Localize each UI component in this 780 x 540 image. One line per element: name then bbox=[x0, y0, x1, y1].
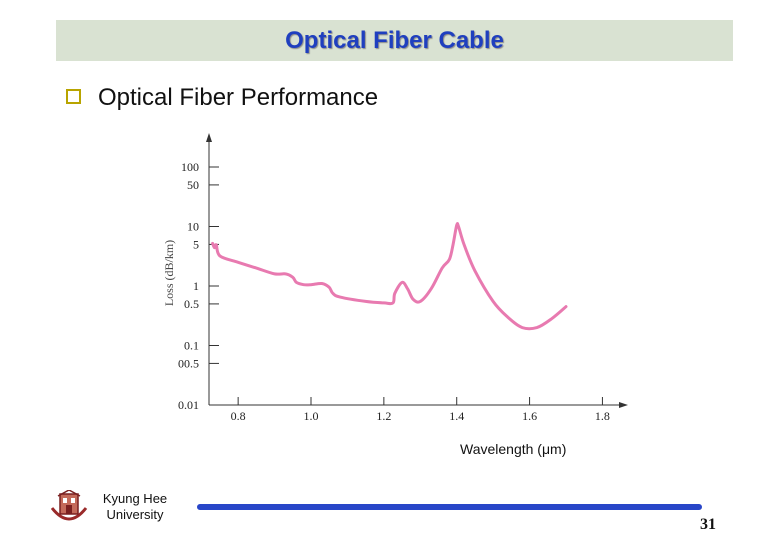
y-axis-arrow-icon bbox=[206, 133, 212, 142]
y-tick-label: 0.01 bbox=[178, 398, 199, 412]
slide-title-bar: Optical Fiber Cable bbox=[56, 20, 733, 61]
y-tick-label: 10 bbox=[187, 220, 199, 234]
chart-axes bbox=[206, 133, 628, 408]
y-tick-label: 100 bbox=[181, 160, 199, 174]
y-tick-label: 0.1 bbox=[184, 339, 199, 353]
y-tick-label: 1 bbox=[193, 279, 199, 293]
university-name-line1: Kyung Hee bbox=[102, 491, 168, 506]
y-tick-label: 0.5 bbox=[184, 297, 199, 311]
hollow-square-bullet-icon bbox=[66, 89, 81, 104]
kyung-hee-university-logo bbox=[50, 490, 88, 521]
university-name-line2: University bbox=[106, 507, 164, 522]
footer-divider-bar bbox=[197, 504, 702, 510]
y-axis-label: Loss (dB/km) bbox=[162, 240, 176, 306]
x-tick-label: 1.8 bbox=[595, 409, 610, 423]
page-number: 31 bbox=[700, 516, 716, 533]
x-tick-label: 0.8 bbox=[231, 409, 246, 423]
y-tick-label: 5 bbox=[193, 237, 199, 251]
x-tick-label: 1.2 bbox=[376, 409, 391, 423]
slide-title: Optical Fiber Cable bbox=[285, 27, 504, 54]
x-tick-label: 1.6 bbox=[522, 409, 537, 423]
y-tick-label: 50 bbox=[187, 178, 199, 192]
x-tick-label: 1.4 bbox=[449, 409, 464, 423]
x-axis-arrow-icon bbox=[619, 402, 628, 408]
bullet-heading: Optical Fiber Performance bbox=[98, 84, 379, 111]
y-tick-group: 100 50 10 5 1 0.5 0.1 00.5 0.01 bbox=[178, 160, 219, 412]
x-tick-group: 0.8 1.0 1.2 1.4 1.6 1.8 bbox=[231, 397, 610, 423]
university-name: Kyung Hee University bbox=[92, 491, 178, 523]
y-tick-label: 00.5 bbox=[178, 356, 199, 370]
loss-vs-wavelength-chart: 100 50 10 5 1 0.5 0.1 00.5 0.01 0.8 1.0 1.2 1.4 1.6 1… bbox=[162, 133, 628, 423]
loss-curve-line bbox=[211, 221, 568, 331]
x-axis-label: Wavelength (μm) bbox=[460, 441, 567, 457]
x-tick-label: 1.0 bbox=[304, 409, 319, 423]
